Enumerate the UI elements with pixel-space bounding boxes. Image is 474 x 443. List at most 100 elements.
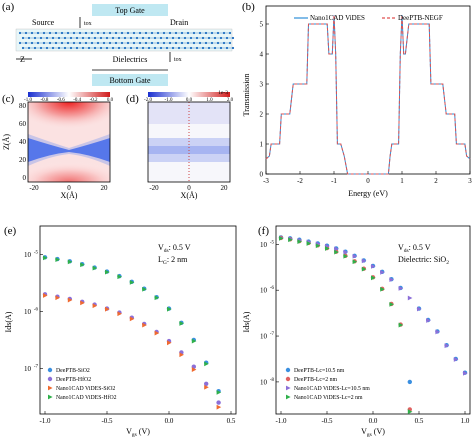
data-point [352,253,358,259]
panel-label-b: (b) [242,1,255,13]
legend-marker [47,376,53,382]
colorbar-tick-c: -0.6 [57,98,65,103]
y-tick-label: 10 [24,308,32,316]
heatmap-c-blue-halo [28,134,110,166]
colorbar-tick-d: -2.0 [144,98,152,103]
data-point [204,381,209,387]
data-point [343,249,348,255]
legend-label: DeePTB-HfO2 [56,376,91,383]
xlabel-f: Vgs (V) [361,427,385,438]
heatmap-c-blue-band [28,138,110,162]
legend-e: DeePTB-SiO2 DeePTB-HfO2 Nano1CAD ViDES-SiO… [47,367,117,401]
lattice-atom [231,46,235,50]
data-point [129,316,135,322]
graphene-lattice [18,31,235,50]
axes-d: -20 0 20 [149,184,228,192]
source-label: Source [32,18,55,27]
data-point [426,318,431,323]
y-tick-label-b: 2 [260,111,264,119]
data-point [67,297,73,303]
data-point [398,322,404,328]
y-tick-exponent: -7 [270,332,275,337]
data-point [67,259,73,265]
y-tick-label-b: 0 [260,171,264,179]
data-point [389,277,394,283]
data-point [92,303,98,309]
legend-label: Nano1CAD ViDES-Lc=10.5 nm [294,386,370,392]
ylabel-b: Transmission [242,74,251,117]
ids-vgs-chart-e: (e) -1.0 -0.5 0.0 0.510-510-610-7 Vds: 0.5 … [4,225,237,438]
colorbar-tick-c: 0.0 [107,98,114,103]
colorbar-tick-c: -0.4 [73,98,81,103]
data-point [43,293,48,298]
data-point [389,302,394,307]
dielectrics-label: Dielectrics [113,55,148,64]
bottom-gate-label: Bottom Gate [109,76,151,85]
ticks-f: -1.0 -0.5 0.0 0.5 1.010-510-610-710-8 [260,240,470,425]
y-tick-exponent: -7 [34,364,39,369]
data-point [315,243,321,249]
points-e [42,255,222,410]
y-tick-exponent: -6 [270,286,275,291]
y-tick-label-c: 40 [19,138,27,146]
colorbar-tick-c: -0.8 [40,98,48,103]
legend-label: DeePTB-Lc=2 nm [294,377,338,383]
data-point [334,246,339,252]
bottom-gate-rect [92,74,168,86]
lattice-atom [228,31,232,35]
heatmap-d-top [148,102,230,124]
transmission-chart: (b) -3 -2 -1 0 1 2 3 0 1 2 3 4 5 Energy (eV) Transmi… [242,1,472,198]
data-point [167,306,172,312]
data-point [216,400,221,405]
y-tick-exponent: -8 [270,378,275,383]
data-point [435,329,440,335]
panel-label-e: (e) [4,225,17,237]
panel-label-f: (f) [258,225,269,237]
plot-frame-b [265,5,471,175]
legend-label: Nano1CAD ViDES-SiO2 [56,386,115,392]
points-f [278,235,468,415]
legend-marker [48,385,53,391]
tox-top-label: tox [84,21,92,27]
xlabel-c: X(Å) [61,191,78,200]
data-point [191,367,197,372]
x-tick-label-c: 20 [101,184,109,192]
data-point [142,286,147,292]
annotation-lg-e: LG: 2 nm [158,255,188,266]
x-tick-label: -1.0 [275,417,287,425]
data-point [154,330,160,336]
y-tick-label-b: 3 [260,81,264,89]
x-tick-label: 0.0 [369,417,378,425]
data-point [444,343,450,349]
y-tick-label: 10 [260,241,268,249]
colorbar-tick-c: -0.2 [90,98,98,103]
legend-label: Nano1CAD ViDES-Lc=2 nm [294,395,363,401]
data-point [343,253,348,259]
top-gate-rect [92,4,168,16]
legend-deeptb: DeePTB-NEGF [398,14,443,22]
panel-label-c: (c) [2,93,15,105]
data-point [398,285,404,291]
x-tick-label-c: 0 [67,184,71,192]
x-tick-label: 1.0 [461,417,470,425]
data-point [371,263,376,269]
z-axis-label: Z [20,55,25,64]
y-tick-exponent: -5 [270,240,275,245]
y-tick-label-c: 20 [19,156,27,164]
x-tick-label: -1.0 [39,417,51,425]
data-point [361,258,367,264]
annotation-vds-f: Vds: 0.5 V [398,243,431,254]
data-point [179,352,184,358]
device-schematic: (a) Top Gate Source Drain tox Dielectric… [2,1,235,87]
x-tick-label-c: -20 [29,184,39,192]
legend-marker [286,394,291,400]
colorbar-tick-d: 0.0 [186,98,193,103]
data-point [380,269,385,275]
xlabel-b: Energy (eV) [348,189,388,198]
x-tick-label-b: -3 [263,177,269,185]
data-point [288,237,293,243]
colorbar-tick-d: 2.0 [227,98,234,103]
y-tick-label: 10 [24,251,32,259]
xlabel-e: Vgs (V) [126,427,150,438]
panel-a: (a) Top Gate Source Drain tox Dielectric… [0,0,240,92]
